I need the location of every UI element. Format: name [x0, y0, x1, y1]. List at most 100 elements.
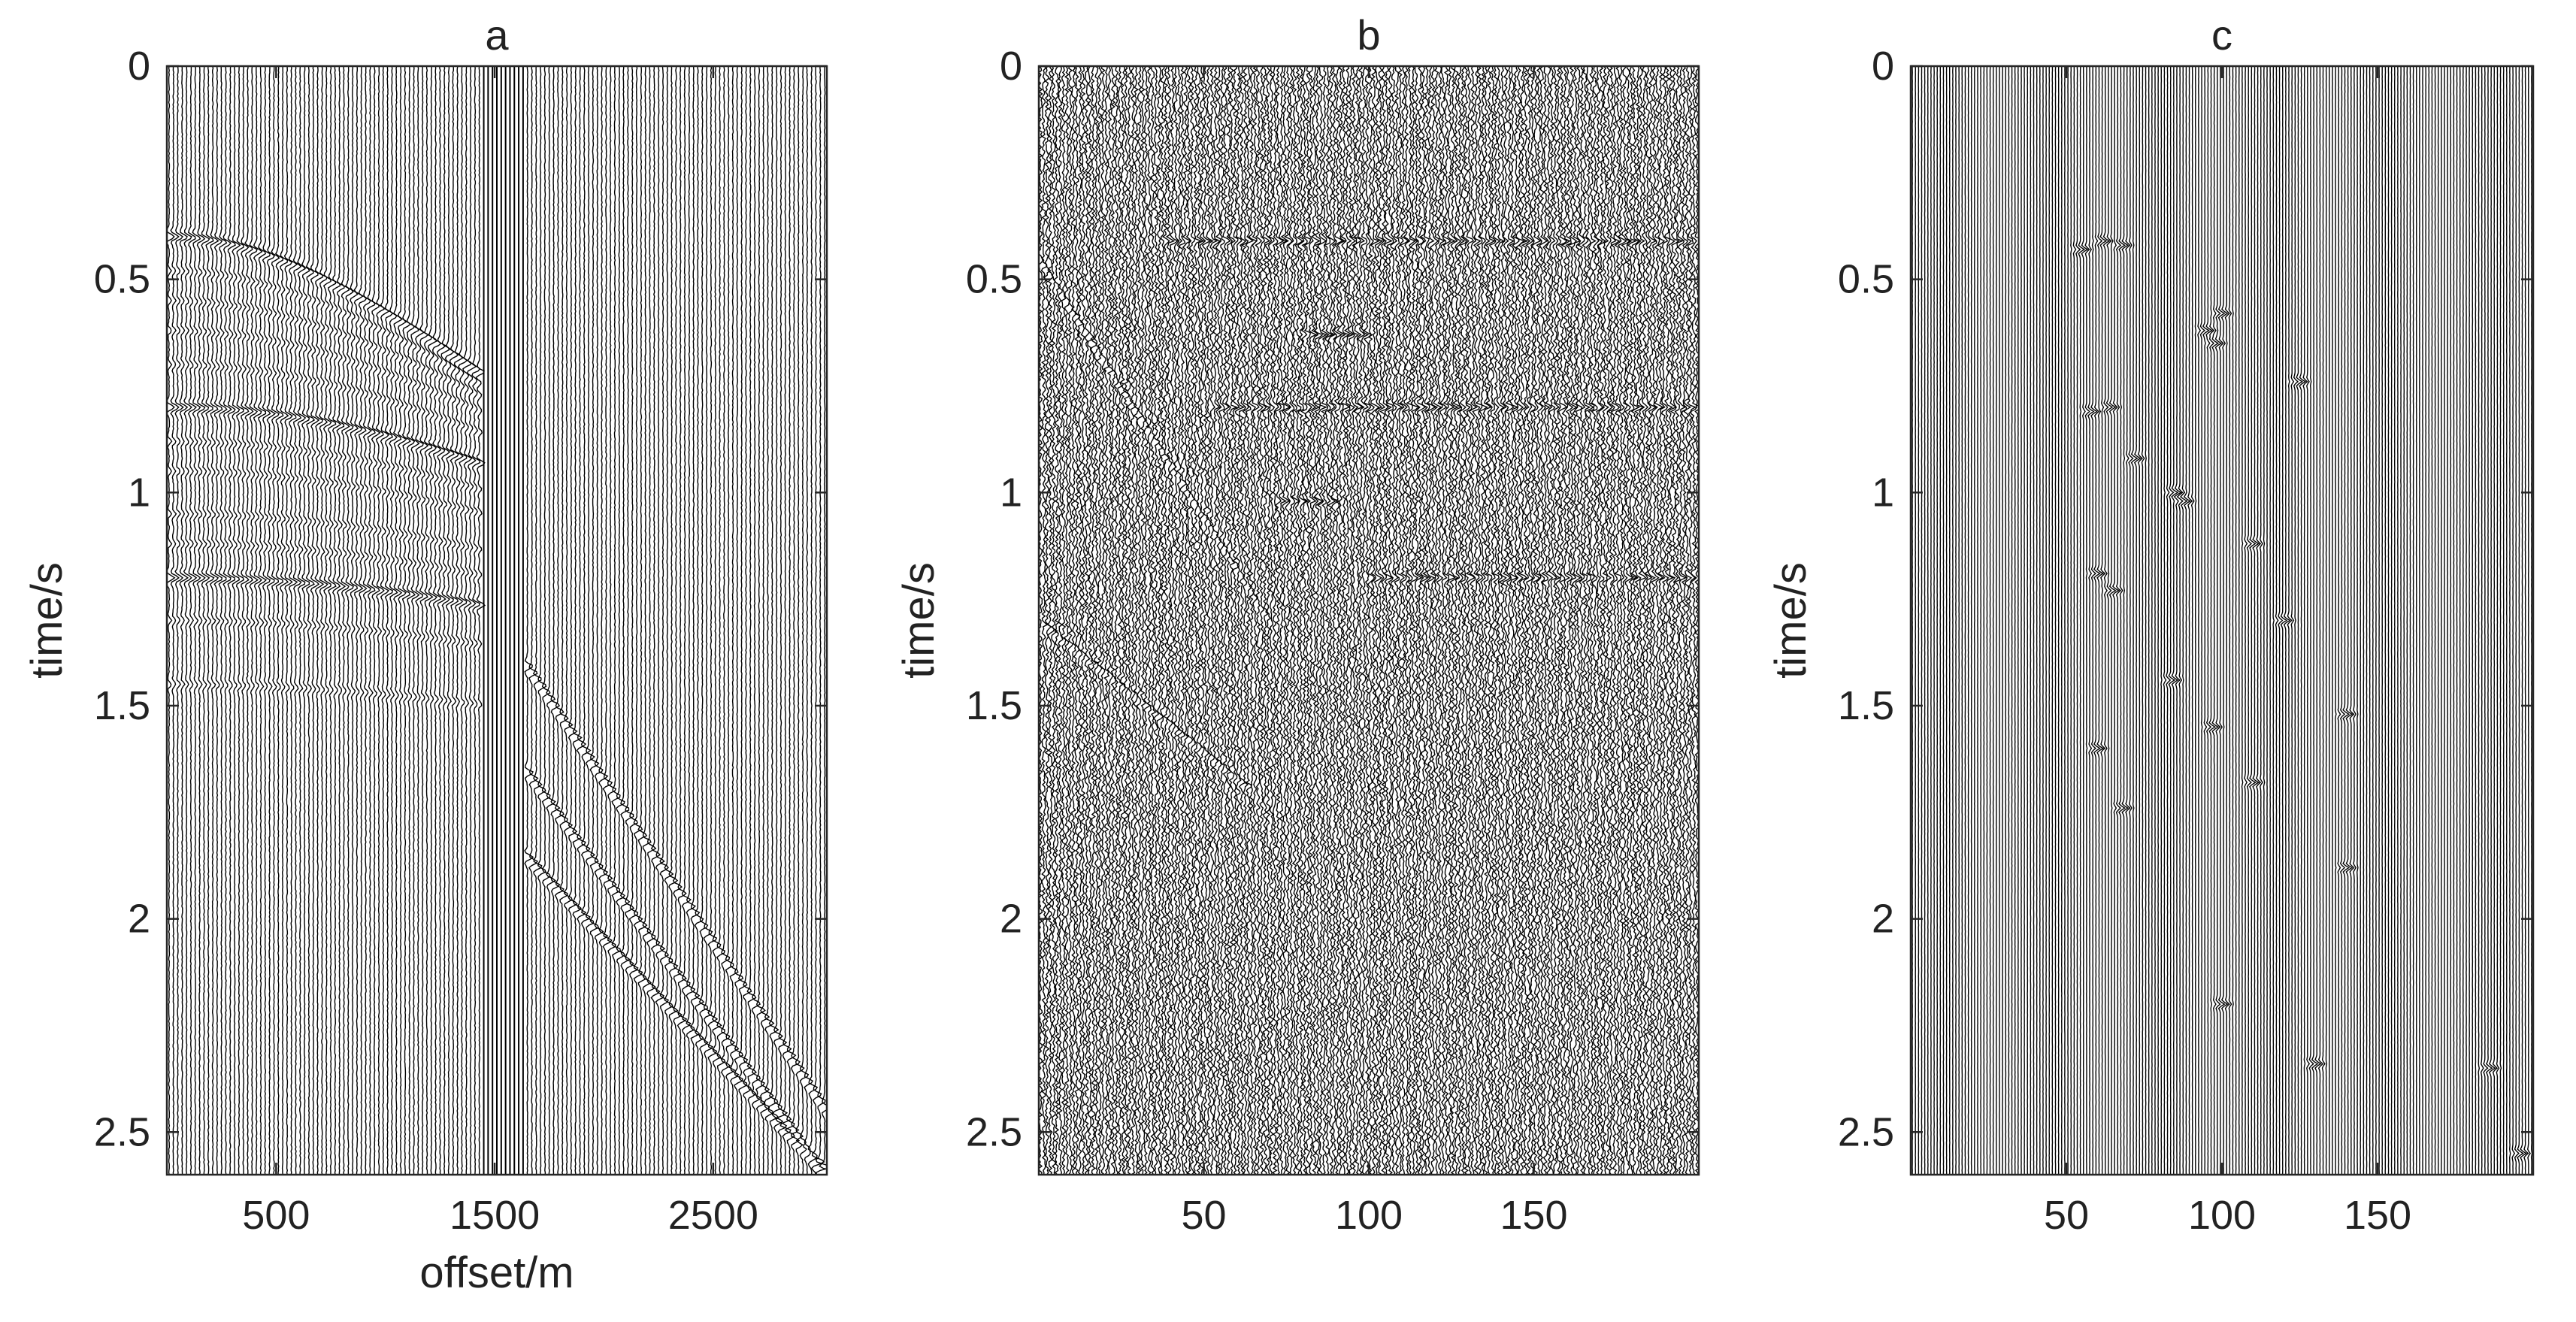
x-tick-label: 50	[2044, 1193, 2089, 1238]
x-tick-label: 50	[1181, 1193, 1226, 1238]
trace	[1351, 66, 1358, 1175]
x-tick-label: 500	[242, 1193, 310, 1238]
trace	[1648, 66, 1656, 1175]
traces	[167, 66, 836, 1175]
traces	[1038, 66, 1701, 1175]
x-axis-label: offset/m	[419, 1248, 574, 1297]
trace	[2260, 66, 2263, 1175]
trace	[2319, 66, 2323, 1175]
trace	[812, 66, 825, 1175]
trace	[2515, 66, 2519, 1175]
trace	[2129, 66, 2133, 1175]
trace	[2166, 66, 2170, 1175]
trace	[2229, 66, 2231, 1175]
trace	[1375, 66, 1382, 1175]
y-tick-label: 1.5	[966, 683, 1022, 728]
trace	[1559, 66, 1567, 1175]
trace	[2245, 66, 2248, 1175]
trace	[2335, 66, 2336, 1175]
trace	[2350, 66, 2354, 1175]
trace	[2309, 66, 2313, 1175]
y-tick-label: 2	[1872, 897, 1894, 942]
trace	[2161, 66, 2162, 1175]
trace	[1440, 66, 1447, 1175]
trace	[2142, 66, 2145, 1175]
trace	[1662, 66, 1669, 1175]
trace	[2200, 66, 2205, 1175]
trace	[2524, 66, 2528, 1175]
trace	[1364, 66, 1373, 1175]
trace	[2163, 66, 2166, 1175]
trace	[1671, 66, 1678, 1175]
trace	[1147, 66, 1152, 1175]
trace	[1081, 66, 1086, 1175]
trace	[1295, 66, 1303, 1175]
trace	[1378, 66, 1385, 1175]
trace	[2188, 66, 2193, 1175]
y-tick-label: 1	[128, 470, 150, 515]
y-tick-label: 1	[1000, 470, 1022, 515]
trace	[1124, 66, 1129, 1175]
trace	[1242, 66, 1249, 1175]
trace	[2275, 66, 2278, 1175]
trace	[2232, 66, 2233, 1175]
trace	[2085, 66, 2090, 1175]
y-tick-label: 0	[1872, 44, 1894, 89]
y-axis-label: time/s	[23, 562, 71, 679]
trace	[2071, 66, 2072, 1175]
trace	[2178, 66, 2183, 1175]
trace	[2512, 66, 2514, 1175]
trace	[2484, 66, 2487, 1175]
trace	[2294, 66, 2298, 1175]
y-tick-label: 0.5	[1838, 257, 1894, 302]
trace	[2242, 66, 2243, 1175]
panel-title: a	[485, 11, 509, 59]
trace	[2493, 66, 2498, 1175]
trace	[1691, 66, 1697, 1175]
y-tick-label: 2	[128, 897, 150, 942]
trace	[2528, 66, 2530, 1175]
panel-title: b	[1357, 11, 1380, 59]
x-tick-label: 150	[1500, 1193, 1567, 1238]
y-tick-label: 1	[1872, 470, 1894, 515]
y-tick-label: 1.5	[94, 683, 150, 728]
trace	[2139, 66, 2142, 1175]
x-tick-label: 150	[2344, 1193, 2411, 1238]
x-tick-label: 100	[1335, 1193, 1403, 1238]
y-tick-label: 0	[1000, 44, 1022, 89]
x-tick-label: 100	[2188, 1193, 2256, 1238]
trace	[2248, 66, 2252, 1175]
panel-title: c	[2211, 11, 2232, 59]
trace	[184, 66, 192, 1175]
trace	[1121, 66, 1128, 1175]
trace	[2481, 66, 2484, 1175]
trace	[1381, 66, 1388, 1175]
trace	[324, 66, 331, 1175]
trace	[1229, 66, 1237, 1175]
trace	[2257, 66, 2260, 1175]
trace	[2323, 66, 2325, 1175]
trace	[2338, 66, 2341, 1175]
trace	[1421, 66, 1428, 1175]
trace	[2198, 66, 2200, 1175]
trace	[816, 66, 831, 1175]
trace	[1371, 66, 1379, 1175]
trace	[2117, 66, 2121, 1175]
trace	[2478, 66, 2479, 1175]
trace	[1058, 66, 1063, 1175]
y-axis-label: time/s	[1766, 562, 1815, 679]
trace	[2341, 66, 2344, 1175]
trace	[1246, 66, 1252, 1175]
trace	[2510, 66, 2511, 1175]
trace	[2496, 66, 2499, 1175]
trace	[1483, 66, 1491, 1175]
traces	[1912, 66, 2532, 1175]
trace	[2273, 66, 2274, 1175]
trace	[2303, 66, 2307, 1175]
trace	[1302, 66, 1308, 1175]
trace	[1665, 66, 1673, 1175]
trace	[1190, 66, 1196, 1175]
y-tick-label: 1.5	[1838, 683, 1894, 728]
